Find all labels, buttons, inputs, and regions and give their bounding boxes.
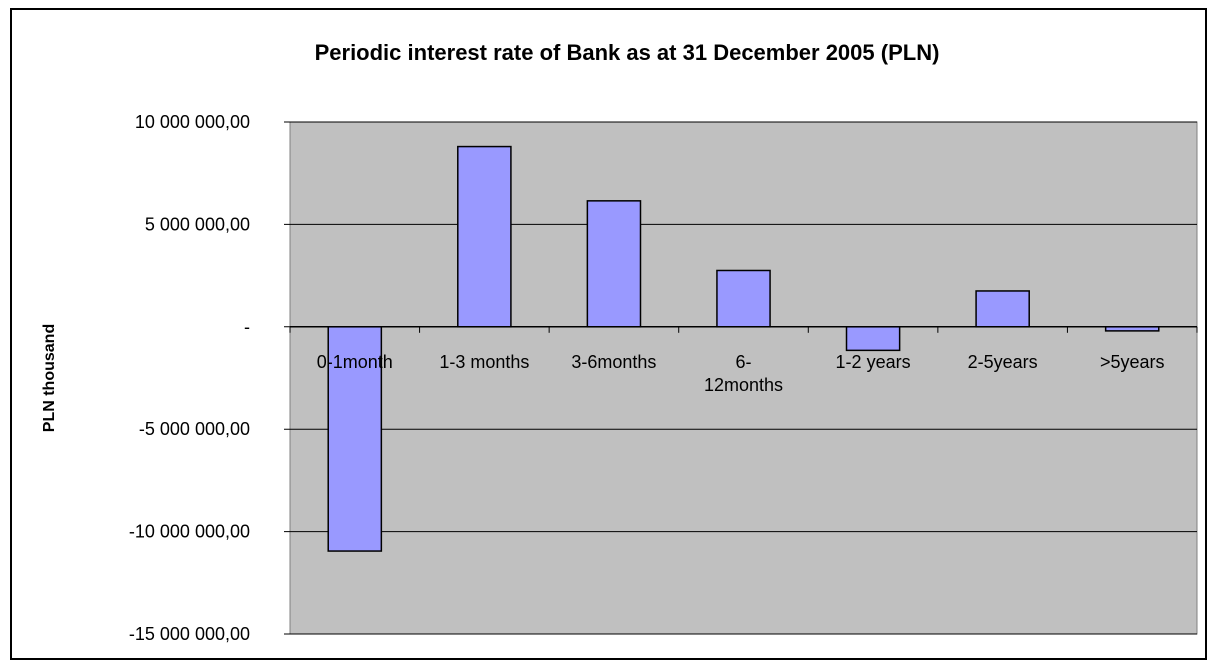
category-label-line: 0-1month — [317, 352, 393, 372]
category-label: 0-1month — [317, 352, 393, 372]
category-label: 6- 12months — [704, 352, 783, 395]
bar-3-6months — [586, 200, 642, 328]
y-axis-label: PLN thousand — [41, 324, 58, 432]
category-label-line: 12months — [704, 375, 783, 395]
bars — [327, 145, 1160, 552]
plot-area — [289, 121, 1198, 635]
category-label-line: >5years — [1100, 352, 1165, 372]
category-label-line: 2-5years — [968, 352, 1038, 372]
category-label-line: 3-6months — [571, 352, 656, 372]
bar-1-2 years — [845, 326, 901, 352]
y-tick-label: -5 000 000,00 — [139, 419, 250, 439]
category-label-line: 6- — [735, 352, 751, 372]
bar-2-5years — [975, 290, 1030, 328]
category-label-line: 1-2 years — [836, 352, 911, 372]
y-tick-labels: 10 000 000,00 5 000 000,00 - -5 000 000,00 -… — [129, 112, 250, 644]
y-tick-label: -15 000 000,00 — [129, 624, 250, 644]
category-label: 3-6months — [571, 352, 656, 372]
y-tick-label: 10 000 000,00 — [135, 112, 250, 132]
bar-0-1month — [327, 326, 383, 552]
chart-svg: Periodic interest rate of Bank as at 31 … — [41, 40, 1198, 644]
y-tick-label: 5 000 000,00 — [145, 214, 250, 234]
category-label-line: 1-3 months — [439, 352, 529, 372]
category-label: 1-2 years — [836, 352, 911, 372]
category-label: >5years — [1100, 352, 1165, 372]
y-tick-label: -10 000 000,00 — [129, 522, 250, 542]
category-labels: 0-1month 1-3 months 3-6months 6- 12months 1-2… — [317, 352, 1165, 395]
chart-frame: Periodic interest rate of Bank as at 31 … — [10, 8, 1207, 660]
bar-6-12months — [716, 269, 771, 328]
category-label: 2-5years — [968, 352, 1038, 372]
chart-title: Periodic interest rate of Bank as at 31 … — [315, 40, 940, 65]
bar-1-3 months — [457, 145, 512, 328]
y-tick-label: - — [244, 317, 250, 337]
category-label: 1-3 months — [439, 352, 529, 372]
